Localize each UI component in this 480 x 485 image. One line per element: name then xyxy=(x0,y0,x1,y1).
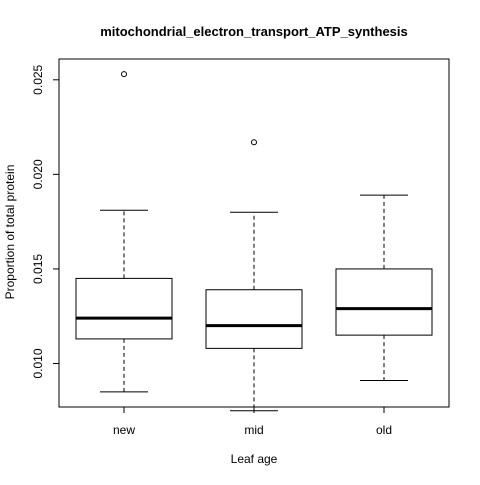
y-tick-label: 0.015 xyxy=(31,254,45,284)
x-tick-label: mid xyxy=(244,423,263,437)
x-tick-label: new xyxy=(113,423,135,437)
box-old xyxy=(335,268,433,336)
y-tick-label: 0.020 xyxy=(31,159,45,189)
x-axis-label: Leaf age xyxy=(231,452,278,466)
x-tick-label: old xyxy=(376,423,392,437)
outlier-point xyxy=(251,139,257,146)
y-tick-label: 0.010 xyxy=(31,348,45,378)
outlier-point xyxy=(121,71,127,78)
y-tick-label: 0.025 xyxy=(31,64,45,94)
y-axis-label: Proportion of total protein xyxy=(3,165,17,300)
chart-title: mitochondrial_electron_transport_ATP_syn… xyxy=(100,24,408,39)
plot-layer: 0.010 0.015 0.020 0.025 new mid old xyxy=(31,58,450,437)
box-mid xyxy=(205,289,303,349)
box-new xyxy=(75,277,173,340)
